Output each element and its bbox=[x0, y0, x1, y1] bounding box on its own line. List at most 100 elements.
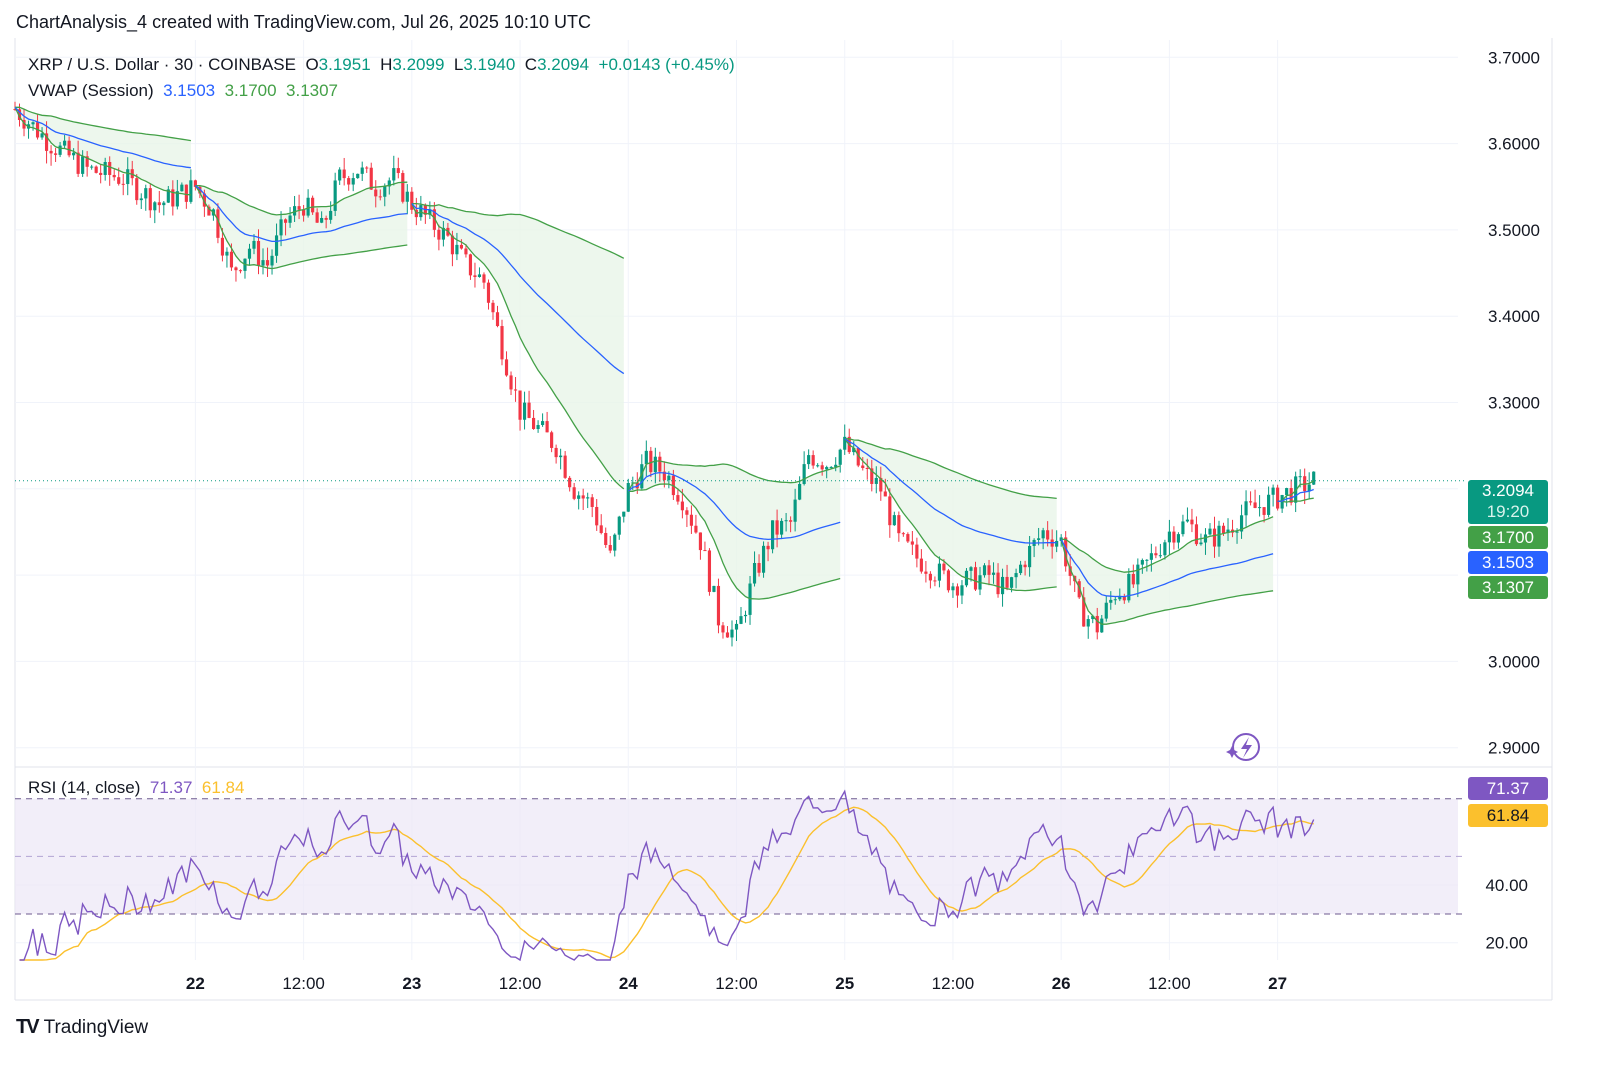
candle-body bbox=[22, 119, 26, 129]
candle-body bbox=[960, 585, 964, 596]
candle bbox=[1285, 487, 1289, 507]
candle bbox=[513, 376, 518, 402]
candle-body bbox=[72, 152, 76, 156]
candle-body bbox=[189, 180, 193, 202]
candle bbox=[1055, 530, 1059, 553]
candle-body bbox=[608, 545, 612, 551]
candle-body bbox=[1163, 542, 1167, 556]
candle bbox=[459, 239, 464, 250]
candle-body bbox=[924, 571, 928, 574]
symbol-name[interactable]: XRP / U.S. Dollar · 30 · COINBASE bbox=[28, 55, 296, 74]
flash-icon[interactable] bbox=[1226, 733, 1260, 761]
candle bbox=[739, 607, 743, 625]
candle-body bbox=[834, 464, 838, 467]
tradingview-footer[interactable]: TV TradingView bbox=[16, 1016, 148, 1039]
candle-body bbox=[108, 161, 112, 175]
vwap-tag: 3.1503 bbox=[1468, 551, 1548, 574]
candle-body bbox=[347, 178, 351, 185]
candle-body bbox=[234, 267, 238, 271]
candle bbox=[1113, 596, 1117, 605]
rsi-value-tag: 71.37 bbox=[1468, 777, 1548, 800]
candle-body bbox=[139, 198, 143, 201]
candle-body bbox=[1005, 576, 1009, 588]
rsi-label: RSI (14, close) bbox=[28, 778, 141, 797]
candle bbox=[1203, 528, 1208, 555]
candle-body bbox=[1239, 515, 1244, 532]
candle-body bbox=[829, 466, 833, 468]
high-label: H bbox=[380, 55, 393, 74]
candle bbox=[356, 173, 360, 179]
candle bbox=[721, 622, 725, 639]
candle-body bbox=[789, 520, 793, 522]
candle-body bbox=[635, 482, 639, 489]
candle bbox=[31, 121, 35, 131]
candle bbox=[85, 151, 89, 177]
candle-body bbox=[734, 623, 739, 630]
vwap-legend[interactable]: VWAP (Session) 3.1503 3.1700 3.1307 bbox=[28, 78, 735, 104]
candle-body bbox=[811, 455, 815, 466]
candle-body bbox=[1086, 619, 1090, 627]
vwap-band-area bbox=[628, 461, 841, 600]
vwap-lower-line bbox=[844, 438, 1057, 592]
candle-body bbox=[807, 455, 811, 465]
candle-body bbox=[117, 177, 121, 184]
candle-body bbox=[1059, 537, 1063, 541]
rsi-legend-value: 71.37 bbox=[149, 778, 193, 797]
candle bbox=[432, 202, 436, 238]
time-tick-label: 24 bbox=[619, 974, 638, 993]
candle bbox=[1185, 507, 1190, 523]
candle bbox=[874, 466, 878, 494]
candle bbox=[703, 541, 707, 552]
candle bbox=[1307, 472, 1311, 499]
flash-icon-circle bbox=[1232, 733, 1260, 761]
candle-body bbox=[757, 562, 761, 573]
candle bbox=[1149, 543, 1153, 572]
candle-body bbox=[1208, 528, 1212, 535]
candle bbox=[378, 189, 382, 201]
candle-body bbox=[1253, 502, 1257, 508]
candle bbox=[991, 562, 996, 584]
candle bbox=[973, 561, 978, 592]
candle bbox=[247, 243, 252, 266]
candle bbox=[410, 187, 414, 214]
candle-body bbox=[405, 191, 409, 202]
vwap-upper-line bbox=[1061, 516, 1274, 573]
candle bbox=[220, 228, 225, 262]
candle-body bbox=[1113, 599, 1117, 601]
vwap-band-area bbox=[411, 203, 624, 489]
candle-body bbox=[112, 174, 116, 178]
candle bbox=[1041, 527, 1045, 550]
candle-body bbox=[85, 156, 89, 167]
candle bbox=[1136, 558, 1140, 598]
vwap-lower-value: 3.1307 bbox=[286, 81, 339, 100]
candle-body bbox=[225, 251, 229, 256]
rsi-line bbox=[19, 789, 1315, 962]
candle-body bbox=[865, 468, 869, 470]
candle-body bbox=[1194, 524, 1199, 545]
candle bbox=[175, 179, 179, 210]
candle-body bbox=[856, 447, 860, 466]
time-tick-label: 23 bbox=[402, 974, 421, 993]
rsi-tick-label: 20.00 bbox=[1485, 934, 1528, 953]
candle-body bbox=[703, 550, 707, 552]
candle bbox=[951, 582, 955, 598]
candle-body bbox=[685, 510, 689, 515]
candle bbox=[283, 218, 288, 236]
candle bbox=[135, 173, 139, 205]
candle-body bbox=[595, 506, 599, 526]
rsi-legend[interactable]: RSI (14, close) 71.37 61.84 bbox=[28, 778, 244, 798]
price-tick-label: 3.3000 bbox=[1488, 394, 1540, 413]
candle-body bbox=[207, 206, 211, 216]
candle-body bbox=[874, 477, 878, 484]
candle bbox=[148, 183, 152, 218]
candle bbox=[455, 232, 459, 261]
candle-body bbox=[1077, 581, 1081, 598]
candle-body bbox=[541, 421, 545, 426]
candle bbox=[67, 136, 71, 158]
candle bbox=[437, 224, 441, 251]
candle-body bbox=[942, 563, 946, 571]
candle-body bbox=[1109, 599, 1113, 603]
candle bbox=[121, 173, 125, 196]
candle bbox=[225, 247, 229, 268]
